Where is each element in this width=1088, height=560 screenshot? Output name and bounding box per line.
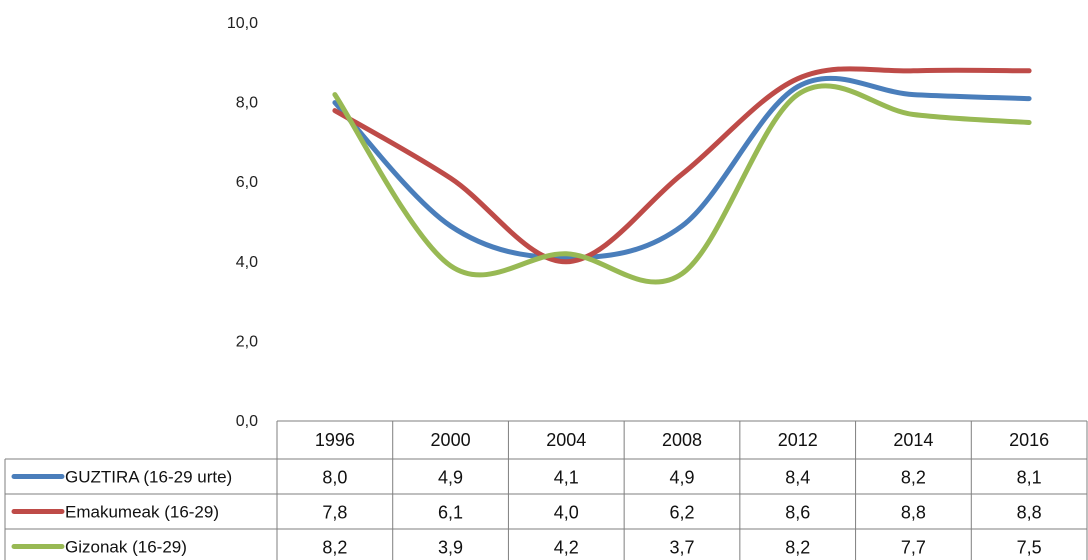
data-value-label: 4,9 xyxy=(438,468,463,488)
data-value-label: 8,6 xyxy=(785,503,810,523)
y-tick-label: 2,0 xyxy=(236,333,258,350)
data-value-label: 8,1 xyxy=(1017,468,1042,488)
x-category-label: 2016 xyxy=(1009,430,1049,450)
data-value-label: 7,5 xyxy=(1017,538,1042,558)
data-value-label: 8,4 xyxy=(785,468,810,488)
data-value-label: 7,7 xyxy=(901,538,926,558)
y-tick-label: 6,0 xyxy=(236,174,258,191)
x-category-label: 2008 xyxy=(662,430,702,450)
data-value-label: 3,9 xyxy=(438,538,463,558)
data-value-label: 6,1 xyxy=(438,503,463,523)
x-category-label: 2012 xyxy=(778,430,818,450)
data-value-label: 8,8 xyxy=(901,503,926,523)
y-tick-label: 0,0 xyxy=(236,413,258,430)
data-value-label: 8,2 xyxy=(785,538,810,558)
data-value-label: 4,1 xyxy=(554,468,579,488)
plot-area xyxy=(335,69,1029,282)
data-value-label: 7,8 xyxy=(322,503,347,523)
data-table: 1996 2000 2004 2008 2012 2014 2016 GUZTIRA (16-… xyxy=(5,421,1087,560)
data-value-label: 8,2 xyxy=(901,468,926,488)
x-category-label: 2014 xyxy=(893,430,933,450)
y-tick-label: 10,0 xyxy=(227,15,258,32)
data-value-label: 8,0 xyxy=(322,468,347,488)
y-axis: 0,0 2,0 4,0 6,0 8,0 10,0 xyxy=(227,15,258,430)
y-tick-label: 4,0 xyxy=(236,254,258,271)
data-value-label: 4,9 xyxy=(669,468,694,488)
data-value-label: 6,2 xyxy=(669,503,694,523)
x-category-label: 1996 xyxy=(315,430,355,450)
series-line-3 xyxy=(335,86,1029,282)
legend-label: Emakumeak (16-29) xyxy=(65,503,219,522)
x-category-label: 2000 xyxy=(431,430,471,450)
data-value-label: 4,2 xyxy=(554,538,579,558)
data-value-label: 4,0 xyxy=(554,503,579,523)
series-line-2 xyxy=(335,69,1029,262)
x-category-label: 2004 xyxy=(546,430,586,450)
data-value-label: 3,7 xyxy=(669,538,694,558)
data-value-label: 8,8 xyxy=(1017,503,1042,523)
legend-label: GUZTIRA (16-29 urte) xyxy=(65,468,232,487)
y-tick-label: 8,0 xyxy=(236,95,258,112)
data-value-label: 8,2 xyxy=(322,538,347,558)
legend-label: Gizonak (16-29) xyxy=(65,538,187,557)
